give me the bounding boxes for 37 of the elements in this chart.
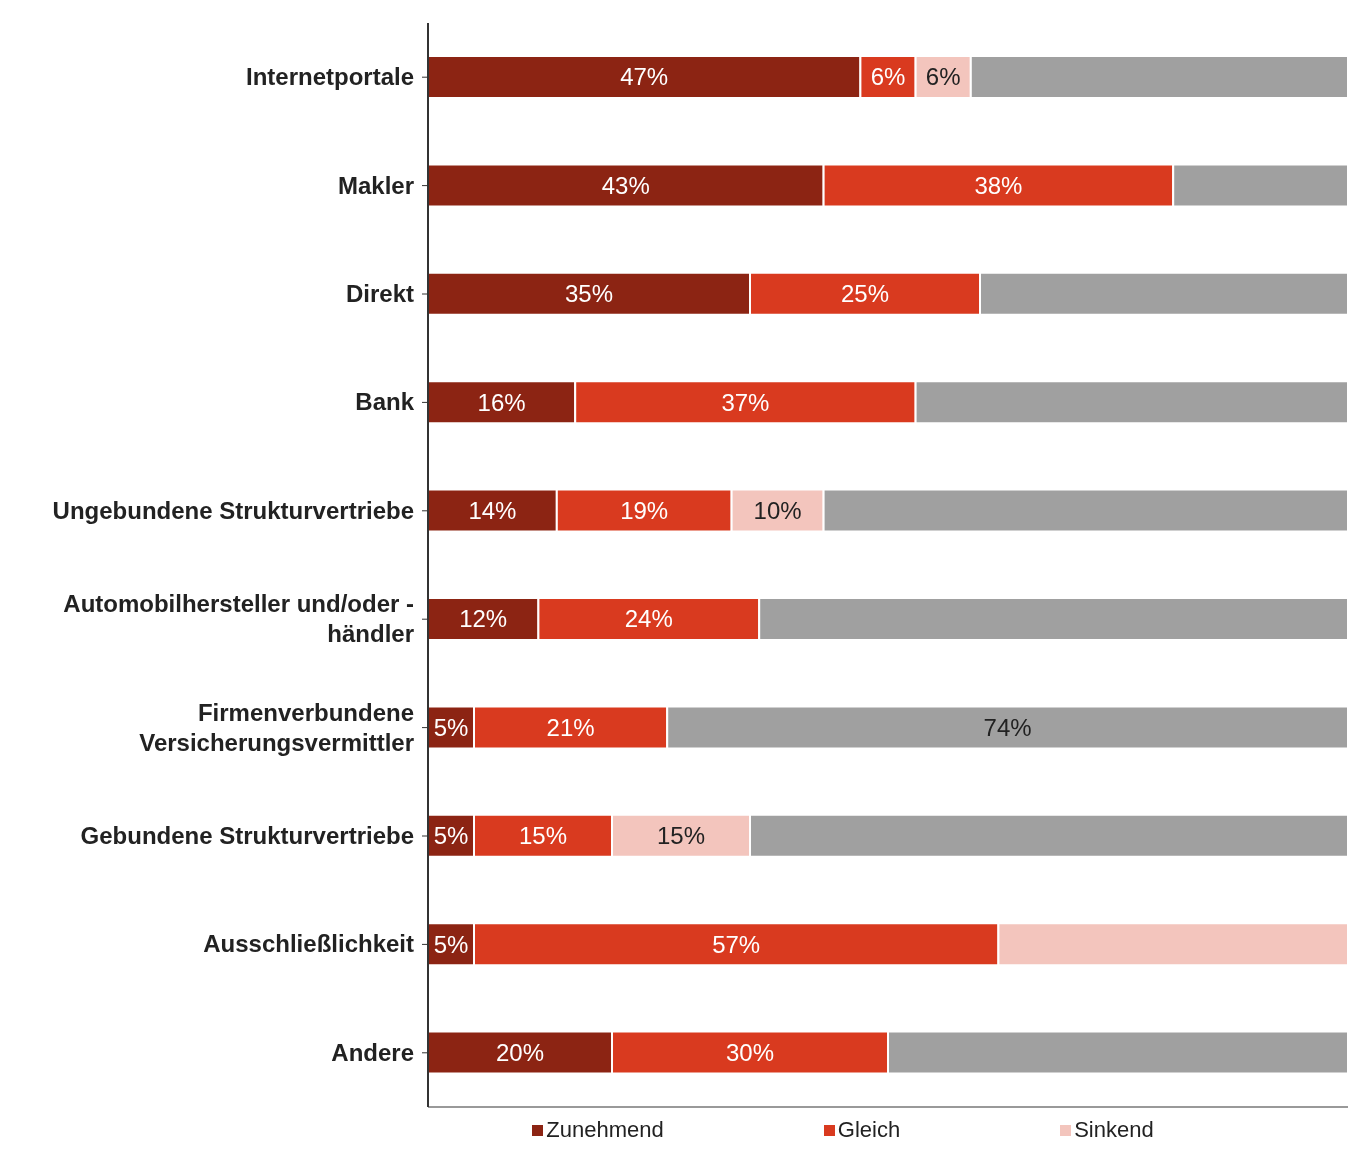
y-tick-label: Gebundene Strukturvertriebe <box>80 822 414 849</box>
data-label: 47% <box>620 63 669 91</box>
data-label: 5% <box>433 930 469 958</box>
data-label: 25% <box>840 280 890 308</box>
y-tick-label: Direkt <box>345 280 414 307</box>
data-label: 37% <box>721 388 770 416</box>
data-label: 6% <box>870 63 906 91</box>
y-tick-label: Makler <box>337 171 414 199</box>
y-tick-label: Andere <box>331 1038 414 1066</box>
data-label: 57% <box>712 930 761 958</box>
data-label: 74% <box>983 713 1032 741</box>
y-tick-label: Ausschließlichkeit <box>203 930 414 958</box>
y-tick-label: Ungebundene Strukturvertriebe <box>52 496 414 524</box>
y-tick-label: Firmenverbundene Versicherungsvermittler <box>139 698 414 756</box>
y-tick-label: Bank <box>355 388 415 416</box>
y-tick-label: Internetportale <box>245 63 414 91</box>
data-label: 30% <box>725 1039 775 1066</box>
data-label: 15% <box>518 822 568 850</box>
data-label: 20% <box>495 1039 545 1066</box>
data-label: 38% <box>974 171 1023 199</box>
data-label: 16% <box>477 388 526 416</box>
data-label: 10% <box>753 497 802 524</box>
legend-label: Sinkend <box>1073 1117 1154 1143</box>
data-label: 12% <box>459 605 508 633</box>
data-label: 24% <box>624 605 673 633</box>
data-label: 14% <box>468 497 517 524</box>
data-label: 15% <box>656 822 706 850</box>
data-label: 35% <box>564 280 614 308</box>
y-tick-label: Automobilhersteller und/oder - händler <box>63 590 414 648</box>
legend-label: Zunehmend <box>545 1117 664 1143</box>
legend-label: Gleich <box>836 1117 901 1143</box>
data-label: 43% <box>601 171 650 199</box>
data-label: 19% <box>620 497 669 524</box>
data-label: 21% <box>546 713 595 741</box>
data-label: 5% <box>433 822 469 850</box>
data-label: 5% <box>433 713 469 741</box>
data-label: 6% <box>925 63 961 91</box>
